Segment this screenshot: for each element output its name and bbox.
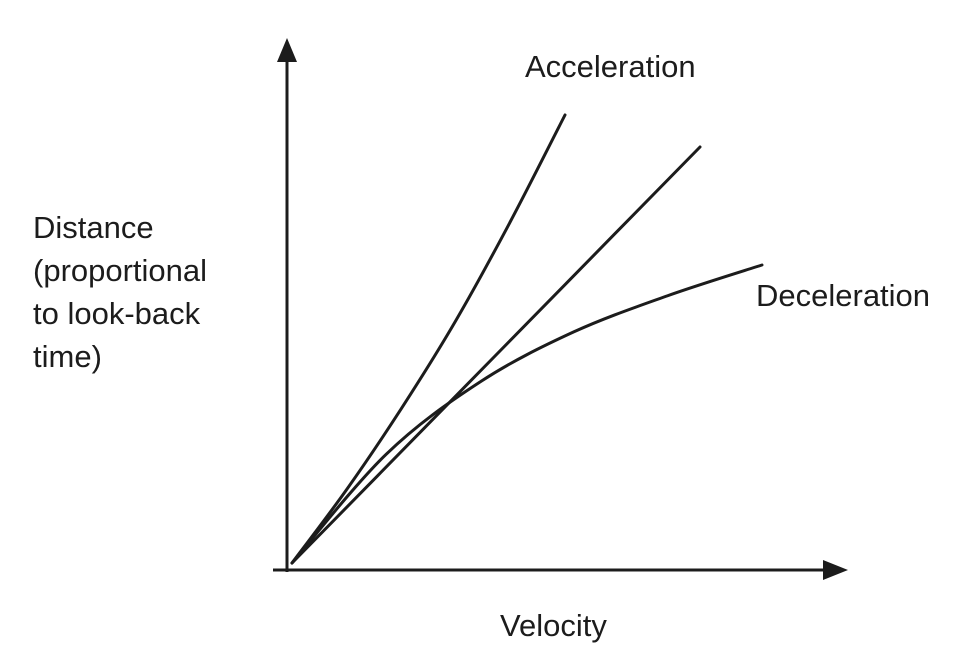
series-layer	[290, 113, 764, 565]
y-axis-label: Distance (proportional to look-back time…	[33, 206, 207, 378]
y-axis-label-line: time)	[33, 339, 102, 374]
x-axis-arrow	[823, 560, 848, 580]
series-deceleration	[290, 263, 764, 565]
series-linear	[290, 145, 702, 565]
y-axis-label-line: (proportional	[33, 253, 208, 288]
y-axis-label-line: Distance	[33, 210, 154, 245]
axes	[273, 38, 848, 580]
series-label-acceleration: Acceleration	[525, 49, 696, 84]
y-axis-arrow	[277, 38, 297, 62]
x-axis-label: Velocity	[500, 608, 607, 643]
series-label-deceleration: Deceleration	[756, 278, 931, 313]
y-axis-label-line: to look-back	[33, 296, 201, 331]
series-acceleration	[290, 113, 567, 565]
